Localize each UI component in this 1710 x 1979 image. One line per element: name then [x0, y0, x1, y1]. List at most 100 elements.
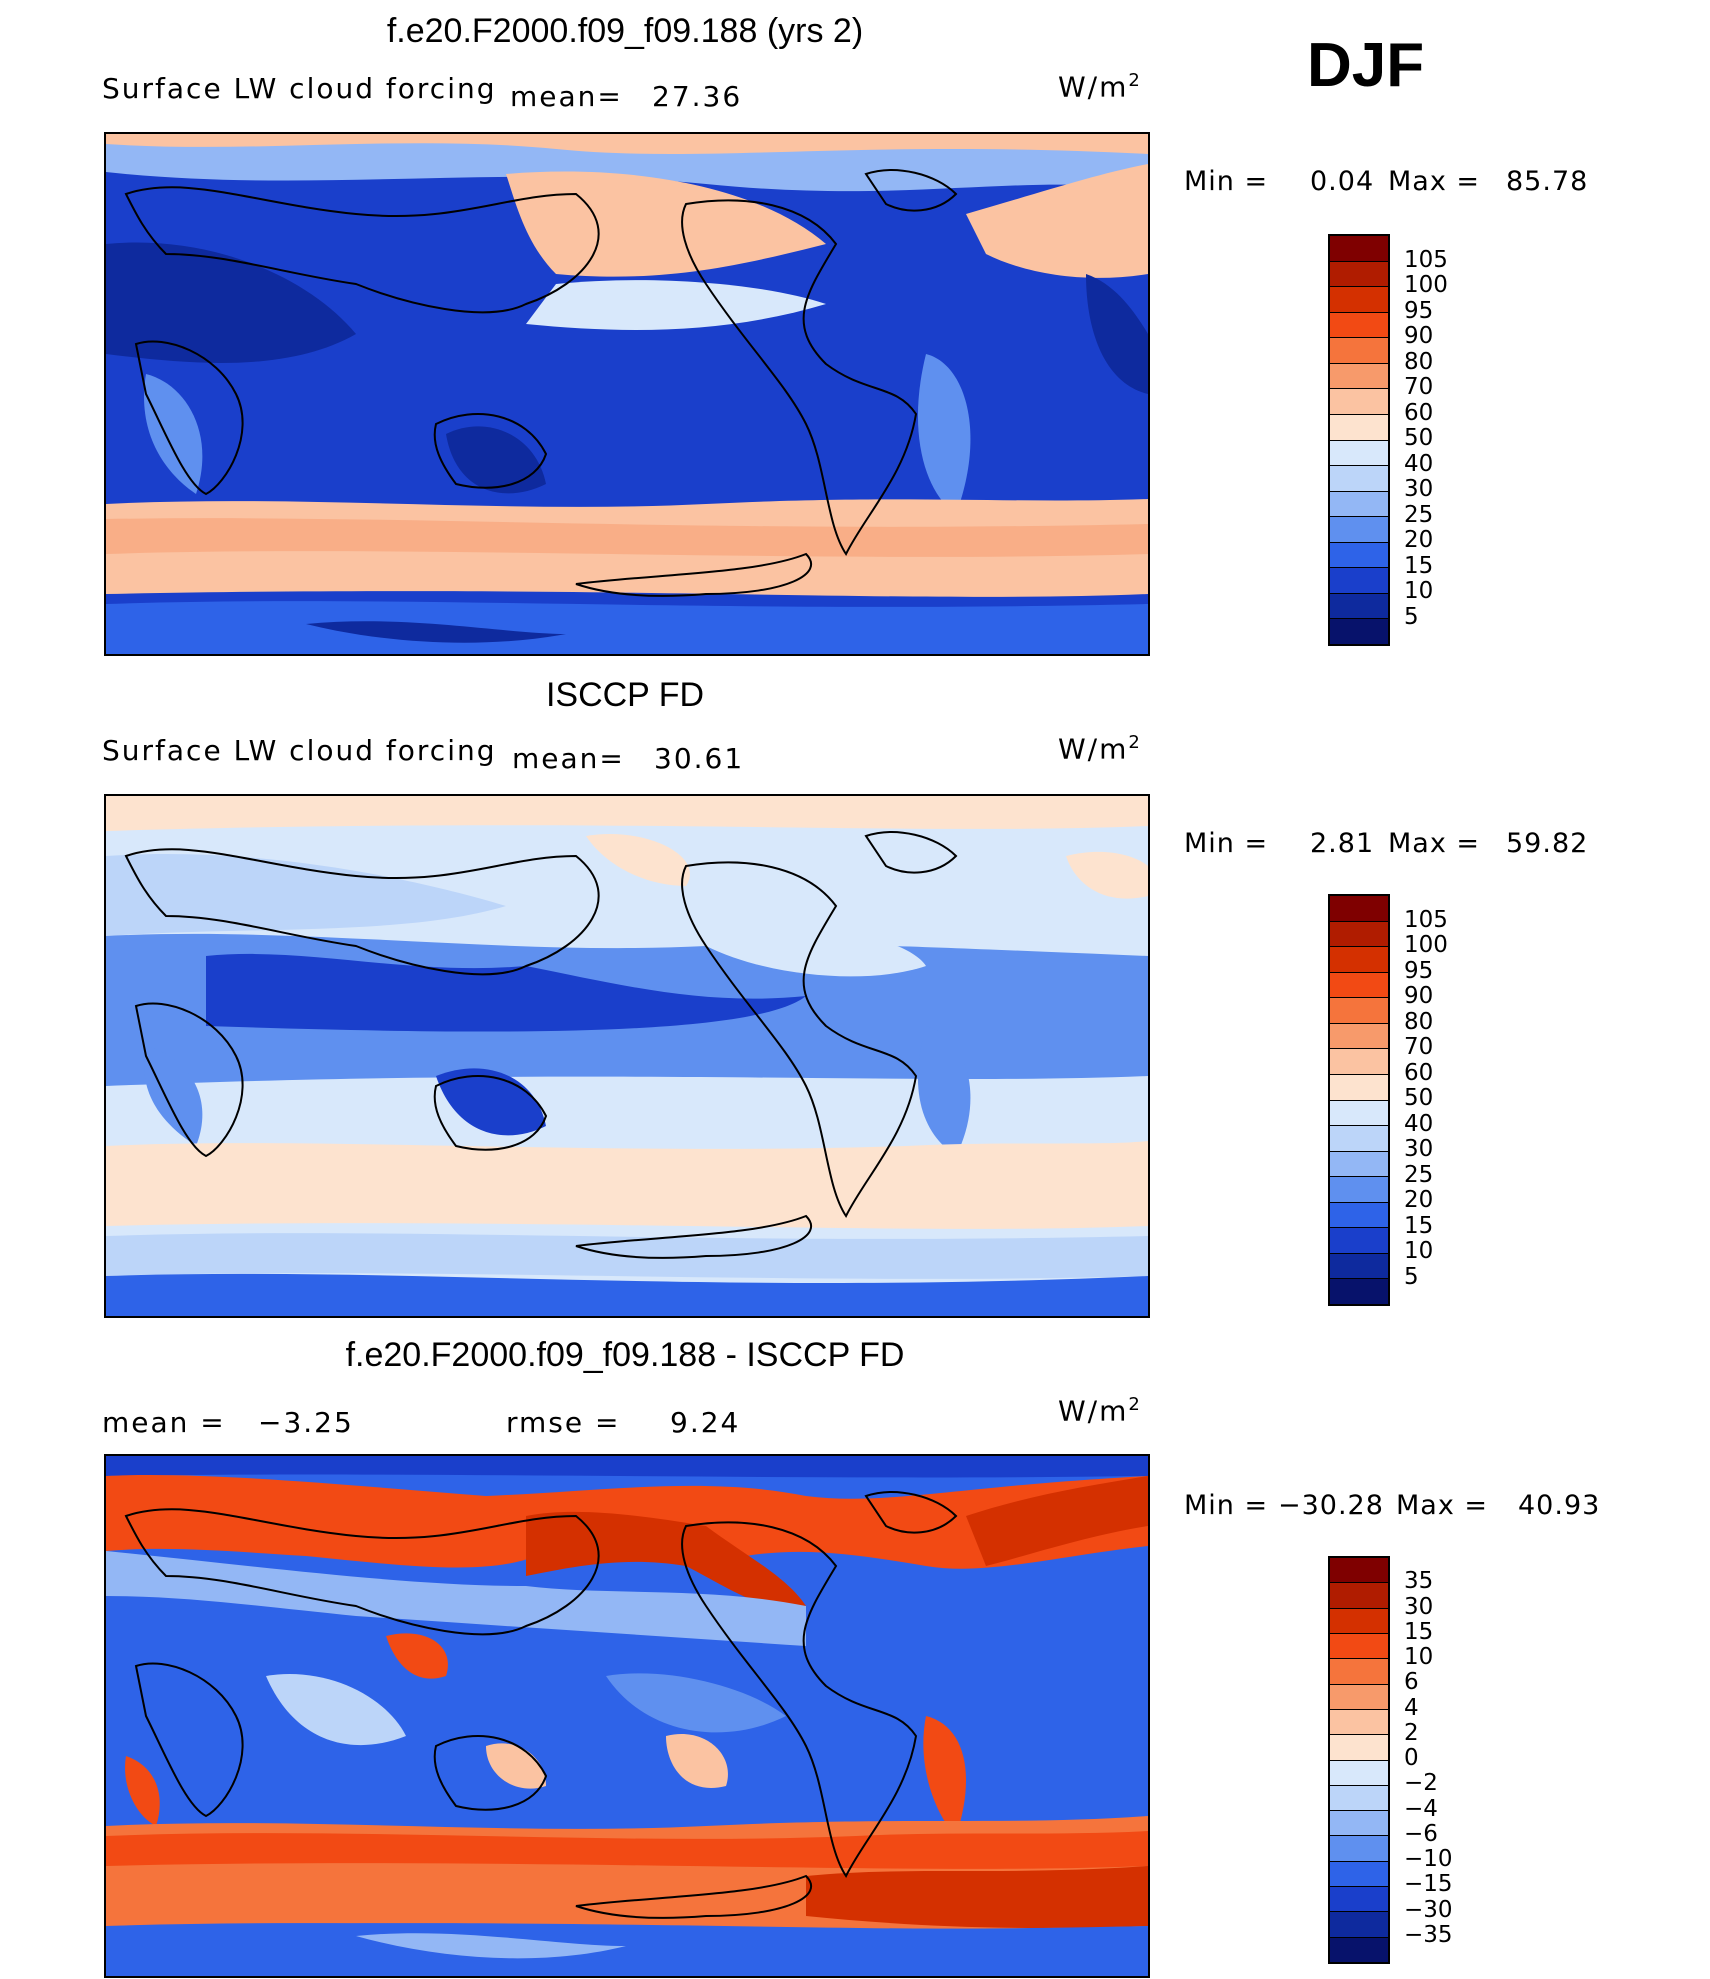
panel2-variable-label: Surface LW cloud forcing [102, 734, 497, 767]
colorbar-swatch [1330, 541, 1388, 568]
colorbar-swatch [1330, 1022, 1388, 1049]
colorbar-tick-label: 6 [1404, 1669, 1419, 1696]
colorbar-tick-label: −30 [1404, 1896, 1453, 1923]
colorbar-tick-label: 35 [1404, 1568, 1434, 1595]
panel1-variable-label: Surface LW cloud forcing [102, 72, 497, 105]
colorbar-swatch [1330, 1582, 1388, 1608]
colorbar-tick-label: 15 [1404, 1618, 1434, 1645]
colorbar-swatch [1330, 1911, 1388, 1937]
panel2-map [104, 794, 1150, 1318]
colorbar-swatch [1330, 490, 1388, 517]
panel3-mean-value: −3.25 [258, 1406, 354, 1439]
panel2-max-value: 59.82 [1506, 828, 1589, 859]
colorbar-tick-label: 20 [1404, 1187, 1434, 1213]
colorbar-swatch [1330, 236, 1388, 261]
colorbar-tick-label: 100 [1404, 272, 1448, 298]
colorbar-swatch [1330, 1607, 1388, 1633]
colorbar-tick-label: 70 [1404, 374, 1434, 400]
colorbar-tick-label: 5 [1404, 603, 1419, 630]
colorbar-tick-label: 25 [1404, 501, 1434, 528]
colorbar-tick-label: −6 [1404, 1820, 1438, 1847]
colorbar-swatch [1330, 1810, 1388, 1836]
panel2-colorbar [1328, 894, 1390, 1306]
panel3-rmse-value: 9.24 [670, 1406, 741, 1439]
colorbar-tick-label: 50 [1404, 425, 1434, 451]
colorbar-tick-label: 70 [1404, 1034, 1434, 1060]
colorbar-swatch [1330, 362, 1388, 389]
colorbar-tick-label: 10 [1404, 1644, 1434, 1670]
colorbar-swatch [1330, 1708, 1388, 1735]
colorbar-tick-label: 40 [1404, 1110, 1434, 1137]
panel3-mean-label: mean = [102, 1406, 226, 1439]
colorbar-swatch [1330, 618, 1388, 644]
colorbar-tick-label: −35 [1404, 1921, 1453, 1948]
colorbar-swatch [1330, 413, 1388, 440]
colorbar-swatch [1330, 1860, 1388, 1887]
colorbar-swatch [1330, 1252, 1388, 1279]
panel1-units: W/m2 [1058, 70, 1142, 104]
colorbar-tick-label: 50 [1404, 1085, 1434, 1111]
colorbar-tick-label: 90 [1404, 983, 1434, 1009]
colorbar-tick-label: 105 [1404, 906, 1448, 933]
colorbar-tick-label: 10 [1404, 1238, 1434, 1264]
panel3-colorbar [1328, 1556, 1390, 1964]
panel1-map [104, 132, 1150, 656]
colorbar-tick-label: 15 [1404, 1212, 1434, 1239]
colorbar-swatch [1330, 946, 1388, 972]
colorbar-tick-label: −10 [1404, 1846, 1453, 1872]
colorbar-swatch [1330, 1099, 1388, 1126]
colorbar-tick-label: 80 [1404, 1008, 1434, 1035]
panel2-max-label: Max = [1388, 828, 1481, 859]
colorbar-swatch [1330, 311, 1388, 338]
panel3-rmse-label: rmse = [506, 1406, 621, 1439]
colorbar-tick-label: 30 [1404, 1593, 1434, 1620]
colorbar-swatch [1330, 1886, 1388, 1912]
panel2-title: ISCCP FD [545, 676, 705, 714]
panel2-mean-label: mean= [512, 742, 625, 775]
colorbar-swatch [1330, 1048, 1388, 1074]
colorbar-tick-label: 40 [1404, 450, 1434, 477]
colorbar-swatch [1330, 1201, 1388, 1228]
colorbar-swatch [1330, 1784, 1388, 1811]
colorbar-swatch [1330, 567, 1388, 593]
colorbar-swatch [1330, 592, 1388, 619]
colorbar-tick-label: 25 [1404, 1161, 1434, 1188]
panel3-max-label: Max = [1396, 1490, 1489, 1521]
colorbar-swatch [1330, 1936, 1388, 1962]
panel3-min-value: −30.28 [1278, 1490, 1384, 1521]
colorbar-tick-label: 20 [1404, 527, 1434, 553]
colorbar-swatch [1330, 920, 1388, 947]
colorbar-swatch [1330, 1835, 1388, 1861]
colorbar-swatch [1330, 1658, 1388, 1684]
colorbar-swatch [1330, 1176, 1388, 1202]
colorbar-tick-label: 95 [1404, 297, 1434, 324]
panel1-colorbar-labels: 105 100 95 90 80 70 60 50 40 30 25 20 15 10 5 [1404, 234, 1484, 642]
colorbar-swatch [1330, 516, 1388, 542]
colorbar-tick-label: 2 [1404, 1719, 1419, 1746]
panel2-mean-value: 30.61 [654, 742, 745, 775]
colorbar-swatch [1330, 1558, 1388, 1583]
colorbar-swatch [1330, 388, 1388, 414]
colorbar-tick-label: 60 [1404, 399, 1434, 426]
colorbar-tick-label: 30 [1404, 476, 1434, 502]
colorbar-tick-label: 90 [1404, 323, 1434, 349]
colorbar-tick-label: 95 [1404, 957, 1434, 984]
colorbar-tick-label: −4 [1404, 1795, 1438, 1822]
panel3-units: W/m2 [1058, 1394, 1142, 1428]
panel1-mean-label: mean= [510, 80, 623, 113]
colorbar-swatch [1330, 286, 1388, 312]
panel1-title: f.e20.F2000.f09_f09.188 (yrs 2) [386, 12, 864, 50]
panel1-mean-value: 27.36 [652, 80, 743, 113]
colorbar-tick-label: −2 [1404, 1770, 1438, 1797]
colorbar-tick-label: 100 [1404, 932, 1448, 958]
panel3-map [104, 1454, 1150, 1978]
colorbar-swatch [1330, 1227, 1388, 1253]
colorbar-swatch [1330, 1759, 1388, 1785]
colorbar-tick-label: 105 [1404, 246, 1448, 273]
panel3-title: f.e20.F2000.f09_f09.188 - ISCCP FD [345, 1336, 905, 1374]
colorbar-swatch [1330, 1632, 1388, 1659]
colorbar-swatch [1330, 1125, 1388, 1151]
colorbar-tick-label: 0 [1404, 1745, 1419, 1771]
colorbar-swatch [1330, 1278, 1388, 1304]
colorbar-tick-label: 15 [1404, 552, 1434, 579]
